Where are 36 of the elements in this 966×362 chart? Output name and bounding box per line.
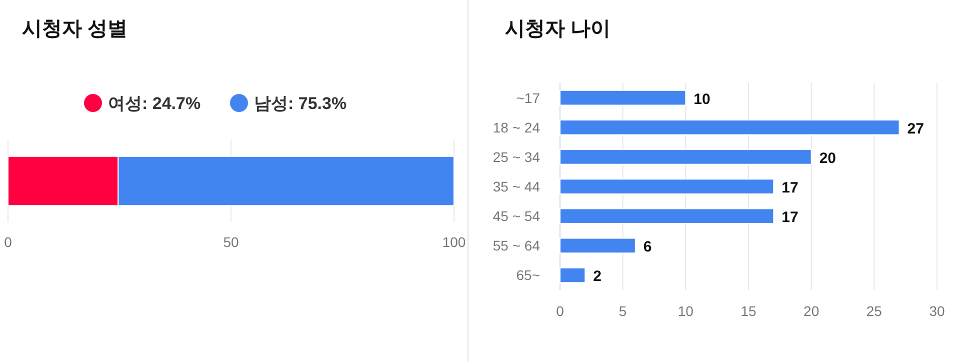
data-label: 27 — [907, 120, 924, 138]
chart-title: 시청자 성별 — [22, 18, 128, 40]
data-label: 17 — [782, 209, 798, 226]
bar — [560, 149, 812, 165]
data-label: 10 — [694, 90, 710, 108]
data-label: 17 — [782, 180, 798, 196]
y-tick-label: 25 ~ 34 — [492, 148, 540, 165]
bar — [560, 119, 900, 136]
x-tick-label: 50 — [223, 234, 239, 250]
data-label: 20 — [819, 150, 836, 167]
x-tick-label: 15 — [740, 303, 756, 319]
legend-item: 여성: 24.7% — [84, 94, 201, 113]
y-tick-label: 18 ~ 24 — [492, 119, 540, 136]
bar — [560, 90, 686, 106]
bar — [560, 238, 636, 254]
x-tick-label: 20 — [804, 303, 820, 319]
y-tick-label: ~17 — [516, 90, 540, 106]
bar — [560, 208, 774, 224]
legend-item: 남성: 75.3% — [230, 94, 347, 113]
x-tick-label: 0 — [4, 234, 12, 250]
x-tick-label: 100 — [442, 234, 466, 250]
bar — [560, 178, 774, 194]
y-tick-label: 55 ~ 64 — [492, 238, 540, 254]
x-tick-label: 25 — [866, 303, 882, 319]
data-label: 2 — [593, 268, 602, 286]
y-tick-label: 35 ~ 44 — [492, 178, 540, 194]
y-tick-label: 65~ — [516, 267, 540, 284]
bar — [560, 267, 586, 284]
x-tick-label: 5 — [618, 303, 627, 319]
y-tick-label: 45 ~ 54 — [492, 208, 540, 224]
x-tick-label: 10 — [678, 303, 694, 319]
data-label: 6 — [643, 238, 652, 256]
x-tick-label: 30 — [929, 303, 945, 319]
chart-title: 시청자 나이 — [505, 18, 611, 40]
legend-label: 여성: 24.7% — [108, 94, 201, 113]
x-tick-label: 0 — [556, 303, 564, 319]
